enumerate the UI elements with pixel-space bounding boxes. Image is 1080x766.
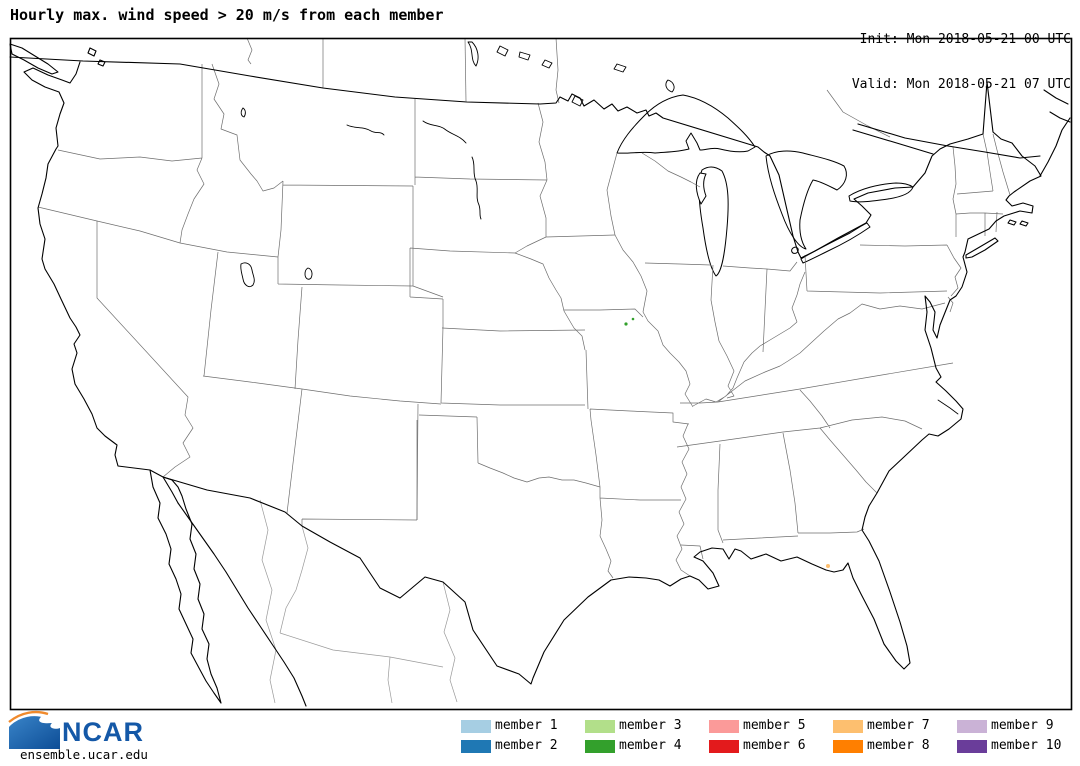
baja-california [149, 469, 222, 704]
state-borders [37, 63, 1011, 579]
member6-swatch [709, 739, 739, 753]
legend-item: member 8 [833, 739, 930, 753]
pamlico-sound [937, 399, 959, 415]
legend-label: member 5 [743, 718, 806, 733]
wind-exceedance-dot-orange [826, 564, 830, 568]
legend-label: member 3 [619, 718, 682, 733]
legend-item: member 4 [585, 739, 682, 753]
cape-islands [1007, 219, 1029, 227]
legend-item: member 10 [957, 739, 1061, 753]
coastline [9, 41, 1071, 707]
member4-swatch [585, 739, 615, 753]
legend-item: member 5 [709, 719, 806, 733]
lake-sakakawea [422, 120, 467, 144]
great-salt-lake [240, 262, 255, 288]
vancouver-island [9, 43, 59, 75]
member3-swatch [585, 719, 615, 733]
lake-superior [616, 94, 756, 154]
legend-item: member 9 [957, 719, 1054, 733]
mexico-borders [259, 499, 458, 704]
legend-label: member 8 [867, 738, 930, 753]
colorado-river-delta [162, 476, 179, 504]
member5-swatch [709, 719, 739, 733]
sonora-coast [177, 502, 307, 707]
maritimes-coast [1039, 89, 1071, 177]
member9-swatch [957, 719, 987, 733]
ncar-logo-icon [8, 710, 60, 749]
legend-label: member 7 [867, 718, 930, 733]
legend-item: member 2 [461, 739, 558, 753]
canada-borders [246, 37, 891, 138]
green-bay [695, 172, 707, 205]
st-lawrence-river [852, 123, 1041, 159]
site-url: ensemble.ucar.edu [20, 747, 148, 762]
flathead-lake [240, 107, 246, 118]
legend-label: member 9 [991, 718, 1054, 733]
wind-exceedance-dot-green-a [624, 322, 628, 326]
member8-swatch [833, 739, 863, 753]
page-title: Hourly max. wind speed > 20 m/s from eac… [10, 6, 444, 24]
great-lakes [616, 94, 914, 277]
member7-swatch [833, 719, 863, 733]
init-time-label: Init: Mon 2018-05-21 00 UTC [859, 32, 1071, 47]
lake-michigan [698, 166, 729, 277]
legend-label: member 2 [495, 738, 558, 753]
member2-swatch [461, 739, 491, 753]
canada-lakes [467, 41, 675, 107]
run-times: Init: Mon 2018-05-21 00 UTC Valid: Mon 2… [852, 2, 1071, 122]
legend-label: member 10 [991, 738, 1062, 753]
legend-item: member 6 [709, 739, 806, 753]
long-island [965, 237, 999, 259]
member10-swatch [957, 739, 987, 753]
valid-time-label: Valid: Mon 2018-05-21 07 UTC [851, 77, 1071, 92]
wind-markers-group [624, 317, 830, 568]
legend-label: member 4 [619, 738, 682, 753]
lake-ontario [848, 182, 914, 203]
lake-erie [800, 222, 871, 264]
legend-label: member 6 [743, 738, 806, 753]
fort-peck-lake [346, 124, 385, 136]
wind-exceedance-dot-green-b [631, 317, 635, 321]
flaming-gorge-lake [304, 267, 313, 280]
legend-item: member 3 [585, 719, 682, 733]
member1-swatch [461, 719, 491, 733]
lake-oahe [471, 156, 482, 220]
legend-item: member 7 [833, 719, 930, 733]
legend-item: member 1 [461, 719, 558, 733]
lake-huron [765, 150, 847, 250]
legend-label: member 1 [495, 718, 558, 733]
map-frame [9, 37, 1073, 711]
ncar-logo-text: NCAR [62, 717, 144, 747]
puget-islands [87, 47, 106, 67]
conus-outline [9, 56, 1042, 685]
rivers [240, 107, 482, 288]
